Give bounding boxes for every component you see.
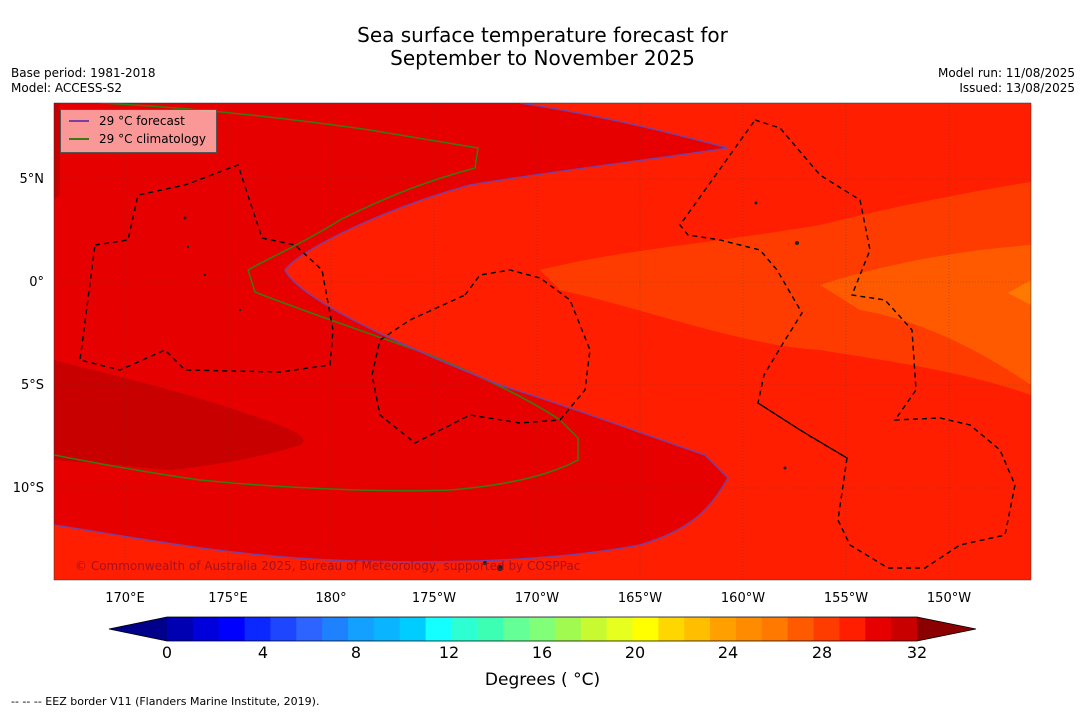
lat-label-10s: 10°S xyxy=(13,481,44,496)
model-name: Model: ACCESS-S2 xyxy=(11,81,123,95)
colorbar-tick-32: 32 xyxy=(906,643,928,662)
colorbar-segment xyxy=(839,617,866,641)
colorbar-segment xyxy=(554,617,582,641)
sst-band-27 xyxy=(540,182,1031,395)
eez-tuvalu-region xyxy=(79,164,334,373)
lon-label-150w: 150°W xyxy=(927,591,971,606)
colorbar-tick-12: 12 xyxy=(438,643,460,662)
colorbar xyxy=(108,616,977,642)
lat-label-0: 0° xyxy=(29,275,44,290)
colorbar-segment xyxy=(218,617,246,641)
colorbar-segment xyxy=(373,617,401,641)
colorbar-segment xyxy=(632,617,659,641)
colorbar-segment xyxy=(244,617,271,641)
legend-climatology-swatch xyxy=(69,138,89,140)
colorbar-label: Degrees ( °C) xyxy=(484,670,601,690)
lon-label-165w: 165°W xyxy=(618,591,662,606)
island-samoa-west xyxy=(483,561,487,565)
colorbar-segment xyxy=(658,617,685,641)
colorbar-segment xyxy=(451,617,478,641)
copyright-notice: © Commonwealth of Australia 2025, Bureau… xyxy=(75,559,581,573)
sst-band-30 xyxy=(54,360,304,470)
colorbar-segment xyxy=(606,617,634,641)
lat-label-5n: 5°N xyxy=(20,172,45,187)
island xyxy=(183,216,187,220)
graticule xyxy=(54,103,1031,580)
colorbar-segment xyxy=(684,617,711,641)
lon-axis: 170°E 175°E 180° 175°W 170°W 165°W 160°W… xyxy=(105,591,971,606)
model-run: Model run: 11/08/2025 xyxy=(937,66,1075,80)
colorbar-segment xyxy=(580,617,608,641)
island xyxy=(203,273,207,277)
colorbar-outline xyxy=(108,616,977,642)
colorbar-segment xyxy=(761,617,789,641)
colorbar-segment xyxy=(865,617,892,641)
issued-date: Issued: 13/08/2025 xyxy=(959,81,1075,95)
map-frame xyxy=(53,102,1032,581)
eez-borders xyxy=(79,119,1016,569)
island xyxy=(795,241,799,245)
island xyxy=(754,201,758,205)
sst-field xyxy=(54,103,1031,580)
islands xyxy=(183,201,799,571)
colorbar-tick-8: 8 xyxy=(350,643,362,662)
climatology-29c-line xyxy=(54,103,579,492)
title-line-2: September to November 2025 xyxy=(390,46,695,70)
island-samoa xyxy=(497,565,503,571)
title-line-1: Sea surface temperature forecast for xyxy=(357,23,728,47)
colorbar-segment xyxy=(503,617,530,641)
lat-label-5s: 5°S xyxy=(21,378,44,393)
colorbar-tick-0: 0 xyxy=(161,643,173,662)
colorbar-tick-4: 4 xyxy=(257,643,269,662)
colorbar-segment xyxy=(735,617,763,641)
colorbar-segment xyxy=(399,617,427,641)
colorbar-segment xyxy=(710,617,737,641)
sst-band-30-north xyxy=(54,103,60,200)
colorbar-tick-28: 28 xyxy=(811,643,833,662)
colorbar-segment xyxy=(813,617,840,641)
isotherm-lines xyxy=(54,103,729,563)
colorbar-segment xyxy=(167,617,194,641)
colorbar-segment xyxy=(425,617,452,641)
lon-label-155w: 155°W xyxy=(824,591,868,606)
lon-label-175w: 175°W xyxy=(412,591,456,606)
island xyxy=(238,308,242,312)
colorbar-segment xyxy=(270,617,297,641)
colorbar-segment xyxy=(529,617,556,641)
island xyxy=(783,466,787,470)
colorbar-tick-20: 20 xyxy=(624,643,646,662)
colorbar-segment xyxy=(891,617,918,641)
legend-climatology-label: 29 °C climatology xyxy=(99,132,207,146)
legend-forecast: 29 °C forecast xyxy=(69,113,185,129)
forecast-29c-line xyxy=(54,103,729,563)
lat-axis: 5°N 0° 5°S 10°S xyxy=(13,172,44,496)
colorbar-segment xyxy=(787,617,815,641)
colorbar-min-extend xyxy=(109,617,167,641)
lon-label-170e: 170°E xyxy=(105,591,145,606)
legend-climatology: 29 °C climatology xyxy=(69,131,206,147)
base-period: Base period: 1981-2018 xyxy=(11,66,156,80)
colorbar-max-extend xyxy=(917,617,976,641)
colorbar-segment xyxy=(296,617,323,641)
colorbar-segment xyxy=(192,617,220,641)
lon-label-160w: 160°W xyxy=(721,591,765,606)
sst-band-25 xyxy=(1008,280,1031,305)
eez-footnote: -- -- -- EEZ border V11 (Flanders Marine… xyxy=(11,695,320,708)
sst-band-26 xyxy=(820,245,1031,385)
colorbar-tick-24: 24 xyxy=(717,643,739,662)
eez-solid-segment xyxy=(757,402,848,459)
lon-label-180: 180° xyxy=(315,591,346,606)
lon-label-175e: 175°E xyxy=(208,591,248,606)
colorbar-tick-16: 16 xyxy=(531,643,553,662)
eez-kiribati-line-islands xyxy=(679,119,1016,569)
map-legend: 29 °C forecast 29 °C climatology xyxy=(60,109,217,153)
colorbar-segment xyxy=(348,617,375,641)
island xyxy=(186,245,190,249)
legend-forecast-label: 29 °C forecast xyxy=(99,114,185,128)
colorbar-segment xyxy=(322,617,349,641)
colorbar-segment xyxy=(477,617,504,641)
legend-forecast-swatch xyxy=(69,120,89,122)
lon-label-170w: 170°W xyxy=(515,591,559,606)
